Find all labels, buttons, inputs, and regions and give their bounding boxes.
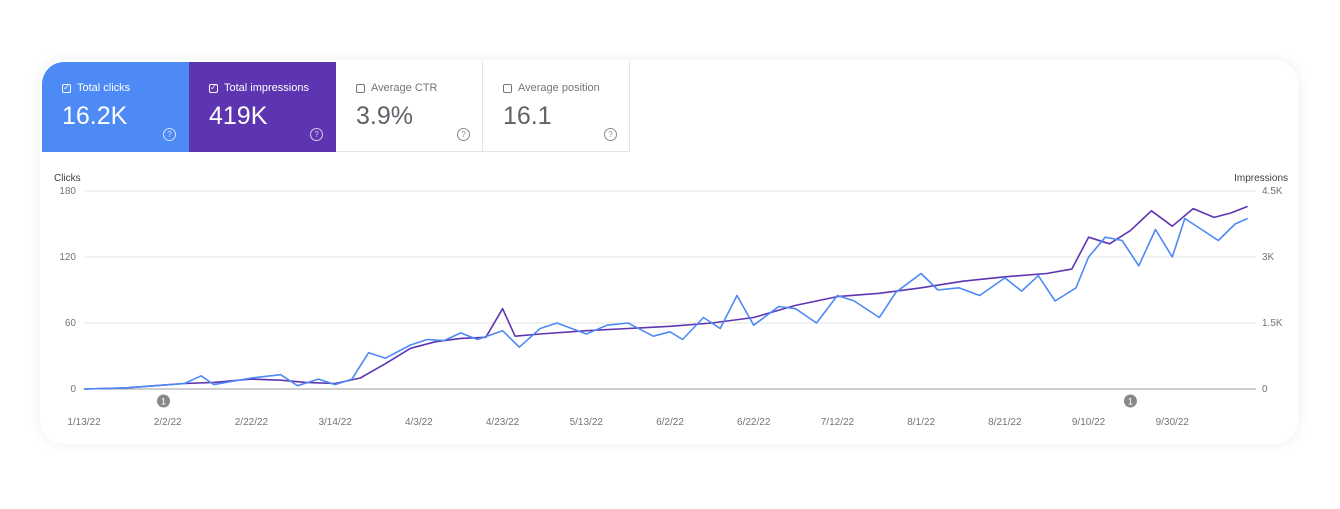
x-tick-label: 5/13/22 [570, 417, 604, 428]
metric-label: Total clicks [77, 82, 131, 94]
x-tick-label: 3/14/22 [318, 417, 352, 428]
y-left-tick-label: 180 [59, 186, 76, 197]
metric-value: 3.9% [356, 102, 413, 130]
y-right-tick-label: 0 [1262, 384, 1268, 395]
series-line-clicks [83, 217, 1248, 390]
annotation-marker [157, 394, 171, 408]
series-line-impressions [83, 205, 1248, 390]
help-icon[interactable]: ? [604, 128, 617, 141]
metric-average-ctr[interactable]: Average CTR 3.9% ? [336, 62, 483, 152]
x-tick-label: 6/22/22 [737, 417, 771, 428]
y-axis-right-title: Impressions [1234, 173, 1288, 184]
metric-total-clicks[interactable]: ✓ Total clicks 16.2K ? [42, 62, 189, 152]
metric-value: 16.2K [62, 102, 128, 130]
x-tick-label: 8/21/22 [988, 417, 1022, 428]
x-tick-label: 1/13/22 [67, 417, 101, 428]
y-left-tick-label: 120 [59, 252, 76, 263]
y-axis-left-title: Clicks [54, 173, 81, 184]
metric-value: 419K [209, 102, 268, 130]
grid-layer [84, 190, 1256, 390]
metric-value: 16.1 [503, 102, 552, 130]
checkbox-checked-icon[interactable]: ✓ [62, 83, 71, 93]
x-tick-label: 4/23/22 [486, 417, 520, 428]
x-tick-label: 2/2/22 [154, 417, 182, 428]
metric-label: Average CTR [371, 82, 438, 94]
help-icon[interactable]: ? [457, 128, 470, 141]
x-tick-label: 4/3/22 [405, 417, 433, 428]
y-right-tick-label: 4.5K [1262, 186, 1283, 197]
ticks-layer: 180 120 60 0 4.5K 3K 1.5K 0 1/13/22 2/2/22 2/22/22… [59, 186, 1283, 428]
x-tick-label: 9/30/22 [1156, 417, 1190, 428]
checkbox-unchecked-icon[interactable] [503, 83, 512, 93]
y-left-tick-label: 0 [70, 384, 76, 395]
annotation-label: 1 [1128, 397, 1133, 407]
metric-average-position[interactable]: Average position 16.1 ? [483, 62, 630, 152]
help-icon[interactable]: ? [310, 128, 323, 141]
x-tick-label: 7/12/22 [821, 417, 855, 428]
x-tick-label: 8/1/22 [907, 417, 935, 428]
series-layer [83, 205, 1248, 390]
y-left-tick-label: 60 [65, 318, 77, 329]
checkbox-checked-icon[interactable]: ✓ [209, 83, 218, 93]
x-tick-label: 9/10/22 [1072, 417, 1106, 428]
metric-label: Total impressions [224, 82, 309, 94]
metric-total-impressions[interactable]: ✓ Total impressions 419K ? [189, 62, 336, 152]
metric-cards: ✓ Total clicks 16.2K ? ✓ Total impressions… [42, 62, 630, 152]
annotation-marker [1123, 394, 1137, 408]
y-right-tick-label: 1.5K [1262, 318, 1283, 329]
x-tick-label: 2/22/22 [235, 417, 269, 428]
x-tick-label: 6/2/22 [656, 417, 684, 428]
y-right-tick-label: 3K [1262, 252, 1275, 263]
metric-label: Average position [518, 82, 600, 94]
checkbox-unchecked-icon[interactable] [356, 83, 365, 93]
annotation-label: 1 [161, 397, 166, 407]
help-icon[interactable]: ? [163, 128, 176, 141]
